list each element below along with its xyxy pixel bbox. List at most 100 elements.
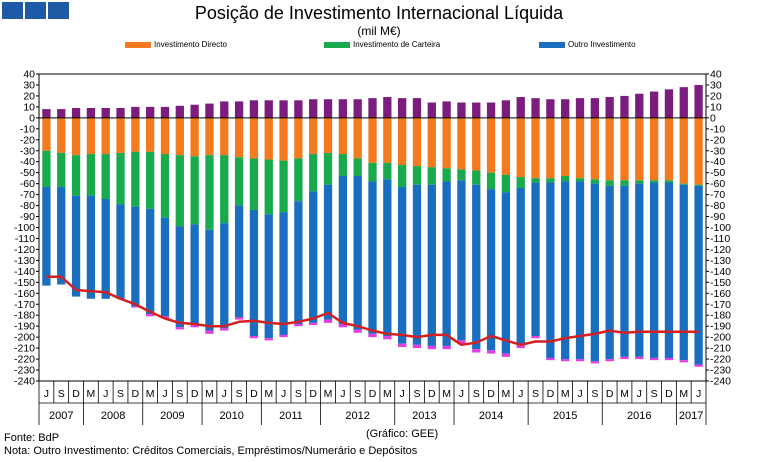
bar-segment-direct: [575, 117, 585, 179]
x-tick-label: S: [473, 388, 480, 400]
bar-segment-portfolio: [442, 168, 451, 182]
bar-segment-top: [57, 109, 66, 118]
legend-label-direct: Investimento Directo: [154, 40, 227, 49]
bar-segment-portfolio: [457, 169, 466, 181]
bar-segment-other: [664, 182, 674, 358]
bar-segment-other: [71, 195, 81, 297]
bar-segment-small_neg: [649, 357, 659, 361]
bar-segment-other: [116, 204, 125, 299]
bar-segment-other: [427, 184, 436, 346]
x-tick-label: D: [369, 388, 377, 400]
bar-segment-top: [264, 100, 273, 118]
bar-segment-other: [146, 208, 155, 315]
y-tick-label-left: -130: [14, 255, 35, 267]
bar-segment-portfolio: [649, 180, 659, 183]
bar-segment-other: [412, 184, 422, 345]
x-tick-label: S: [176, 388, 183, 400]
y-tick-label-right: -60: [710, 178, 725, 190]
bar-segment-small_neg: [309, 322, 318, 326]
bar-segment-direct: [590, 117, 599, 180]
bar-segment-small_neg: [205, 330, 214, 334]
bar-segment-top: [160, 106, 170, 118]
bar-segment-small_neg: [234, 317, 244, 320]
bar-segment-portfolio: [590, 179, 599, 184]
chart-legend: Investimento Directo Investimento de Car…: [0, 40, 758, 52]
bar-segment-top: [71, 107, 81, 118]
bar-segment-portfolio: [694, 184, 703, 186]
bar-segment-portfolio: [279, 160, 288, 213]
bar-segment-small_neg: [516, 344, 525, 349]
y-tick-label-right: -140: [710, 266, 731, 278]
bar-segment-top: [516, 97, 525, 118]
bar-segment-portfolio: [42, 150, 51, 187]
bar-segment-portfolio: [294, 158, 303, 202]
bar-segment-direct: [86, 117, 96, 155]
bar-segment-top: [279, 100, 288, 118]
x-tick-label: M: [146, 388, 155, 400]
bar-segment-small_neg: [605, 359, 614, 362]
y-tick-label-left: -40: [20, 156, 35, 168]
x-tick-label: M: [324, 388, 333, 400]
bar-segment-small_neg: [249, 336, 259, 339]
bar-segment-portfolio: [561, 175, 570, 182]
x-tick-label: J: [459, 388, 464, 400]
bar-segment-small_neg: [561, 359, 570, 362]
bar-segment-small_neg: [590, 361, 599, 364]
bar-segment-top: [175, 105, 184, 118]
bar-segment-small_neg: [383, 336, 392, 340]
legend-item-portfolio: Investimento de Carteira: [324, 40, 440, 49]
bar-segment-top: [205, 103, 214, 118]
bar-segment-other: [531, 182, 540, 337]
bar-segment-other: [220, 223, 229, 329]
y-tick-label-left: -180: [14, 310, 35, 322]
bar-segment-top: [86, 107, 96, 118]
x-tick-label: D: [309, 388, 317, 400]
bar-segment-other: [309, 191, 318, 323]
y-tick-label-left: -120: [14, 244, 35, 256]
y-tick-label-right: 20: [710, 90, 722, 102]
bar-segment-other: [42, 186, 51, 286]
x-tick-label: S: [58, 388, 65, 400]
bar-segment-other: [501, 192, 511, 354]
bar-segment-direct: [412, 117, 422, 167]
chart-title: Posição de Investimento Internacional Lí…: [194, 3, 564, 23]
source-note: Fonte: BdP: [4, 432, 60, 444]
legend-label-portfolio: Investimento de Carteira: [353, 40, 441, 49]
bar-segment-portfolio: [175, 155, 184, 227]
x-tick-label: M: [264, 388, 273, 400]
y-tick-label-right: -100: [710, 222, 731, 234]
y-tick-label-left: -220: [14, 354, 35, 366]
bar-segment-small_neg: [146, 314, 155, 317]
x-tick-label: S: [651, 388, 658, 400]
bar-segment-other: [234, 205, 244, 318]
bar-segment-portfolio: [249, 158, 259, 210]
year-label: 2007: [49, 410, 73, 422]
bar-segment-direct: [486, 117, 496, 173]
bar-segment-portfolio: [635, 180, 644, 184]
bar-segment-portfolio: [501, 174, 511, 193]
bar-segment-top: [546, 99, 555, 118]
bar-segment-direct: [323, 117, 333, 153]
y-tick-label-left: -160: [14, 288, 35, 300]
y-tick-label-right: -130: [710, 255, 731, 267]
bar-segment-top: [457, 102, 466, 118]
bar-segment-top: [501, 100, 511, 118]
x-tick-label: M: [205, 388, 214, 400]
bar-segment-other: [368, 181, 377, 334]
x-tick-label: J: [400, 388, 405, 400]
bar-segment-other: [294, 201, 303, 324]
y-tick-label-left: -10: [20, 123, 35, 135]
bar-segment-top: [116, 107, 125, 118]
bar-segment-top: [561, 99, 570, 118]
y-tick-label-right: -120: [710, 244, 731, 256]
bar-segment-small_neg: [353, 329, 362, 333]
bar-segment-small_neg: [397, 343, 407, 348]
bar-segment-top: [131, 106, 140, 118]
bar-segment-other: [590, 183, 599, 362]
x-tick-label: M: [502, 388, 511, 400]
bar-segment-other: [546, 182, 555, 358]
bar-segment-top: [442, 101, 451, 118]
x-tick-label: S: [117, 388, 124, 400]
bar-segment-direct: [353, 117, 362, 159]
